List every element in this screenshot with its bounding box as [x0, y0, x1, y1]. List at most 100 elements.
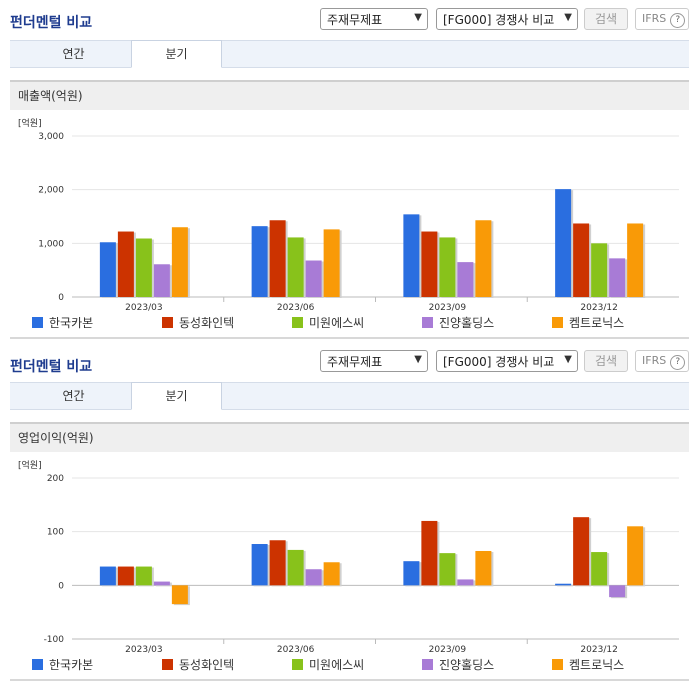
legend-swatch [162, 317, 173, 328]
x-tick-label: 2023/09 [429, 303, 467, 313]
bar[interactable] [305, 260, 322, 297]
bar[interactable] [99, 566, 116, 586]
legend-swatch [552, 659, 563, 670]
metric-header: 매출액(억원) [10, 80, 689, 110]
panel-title: 펀더멘털 비교 [10, 15, 93, 31]
x-tick-label: 2023/06 [277, 303, 315, 313]
bar[interactable] [135, 238, 152, 297]
bar[interactable] [457, 579, 474, 586]
bar[interactable] [117, 566, 134, 586]
bar[interactable] [135, 566, 152, 586]
tab-quarterly[interactable]: 분기 [131, 40, 222, 68]
bar[interactable] [421, 231, 438, 297]
bar[interactable] [609, 258, 626, 297]
bar[interactable] [153, 264, 170, 297]
legend-swatch [292, 317, 303, 328]
x-tick-label: 2023/03 [125, 303, 162, 313]
legend-label[interactable]: 동성화인텍 [179, 658, 234, 672]
legend-swatch [292, 659, 303, 670]
search-button[interactable]: 검색 [584, 8, 628, 30]
legend-label[interactable]: 켐트로닉스 [569, 316, 624, 330]
legend-label[interactable]: 동성화인텍 [179, 316, 234, 330]
peer-select-value: [FG000] 경쟁사 비교 [443, 13, 555, 27]
tab-annual[interactable]: 연간 [62, 47, 85, 61]
chevron-down-icon: ▼ [564, 354, 572, 365]
legend-label[interactable]: 켐트로닉스 [569, 658, 624, 672]
y-tick-label: 0 [58, 581, 64, 591]
bar[interactable] [171, 227, 188, 297]
bar[interactable] [591, 243, 608, 297]
bar[interactable] [117, 231, 134, 297]
period-tabs: 연간 분기 [10, 382, 689, 410]
y-tick-label: 200 [47, 474, 64, 484]
bar[interactable] [627, 526, 644, 586]
bar[interactable] [421, 520, 438, 586]
legend-label[interactable]: 한국카본 [49, 316, 93, 330]
bar[interactable] [153, 581, 170, 586]
bar[interactable] [251, 544, 268, 586]
statement-select[interactable]: 주재무제표 ▼ [320, 350, 428, 372]
legend-label[interactable]: 미원에스씨 [309, 316, 364, 330]
tab-annual[interactable]: 연간 [62, 389, 85, 403]
bar[interactable] [287, 237, 304, 297]
peer-select[interactable]: [FG000] 경쟁사 비교 ▼ [436, 8, 578, 30]
x-tick-label: 2023/06 [277, 645, 315, 655]
divider [10, 679, 689, 681]
y-tick-label: 2,000 [38, 186, 64, 196]
bar[interactable] [171, 585, 188, 605]
ifrs-help-button[interactable]: IFRS? [635, 8, 689, 30]
y-tick-label: 0 [58, 293, 64, 303]
bar[interactable] [439, 553, 456, 586]
bar[interactable] [475, 550, 492, 586]
x-tick-label: 2023/12 [580, 303, 617, 313]
search-button[interactable]: 검색 [584, 350, 628, 372]
panel-title: 펀더멘털 비교 [10, 359, 93, 375]
legend-label[interactable]: 진양홀딩스 [439, 316, 494, 330]
bar[interactable] [269, 540, 286, 586]
chevron-down-icon: ▼ [414, 354, 422, 365]
bar[interactable] [591, 552, 608, 586]
help-icon: ? [670, 355, 686, 370]
bar[interactable] [555, 189, 572, 297]
y-unit-label: [억원] [18, 117, 42, 129]
ifrs-help-button[interactable]: IFRS? [635, 350, 689, 372]
bar[interactable] [269, 220, 286, 297]
bar[interactable] [403, 214, 420, 297]
divider [10, 337, 689, 339]
bar[interactable] [475, 220, 492, 297]
bar[interactable] [457, 262, 474, 297]
period-tabs: 연간 분기 [10, 40, 689, 68]
bar[interactable] [439, 237, 456, 297]
bar[interactable] [323, 229, 340, 297]
statement-select-value: 주재무제표 [327, 355, 383, 369]
legend-swatch [552, 317, 563, 328]
statement-select[interactable]: 주재무제표 ▼ [320, 8, 428, 30]
bar[interactable] [573, 223, 590, 297]
bar[interactable] [99, 242, 116, 297]
legend-label[interactable]: 미원에스씨 [309, 658, 364, 672]
bar[interactable] [305, 569, 322, 586]
ifrs-label: IFRS [642, 354, 667, 367]
chevron-down-icon: ▼ [564, 12, 572, 23]
statement-select-value: 주재무제표 [327, 13, 383, 27]
help-icon: ? [670, 13, 686, 28]
legend-label[interactable]: 진양홀딩스 [439, 658, 494, 672]
y-unit-label: [억원] [18, 459, 42, 471]
panel-2: 펀더멘털 비교 주재무제표 ▼ [FG000] 경쟁사 비교 ▼ 검색 IFRS… [0, 342, 696, 684]
bar[interactable] [627, 223, 644, 297]
bar[interactable] [323, 562, 340, 586]
tab-quarterly[interactable]: 분기 [131, 382, 222, 410]
bar[interactable] [555, 583, 572, 586]
y-tick-label: 100 [47, 528, 64, 538]
y-tick-label: 3,000 [38, 132, 64, 142]
bar[interactable] [403, 561, 420, 586]
peer-select[interactable]: [FG000] 경쟁사 비교 ▼ [436, 350, 578, 372]
y-tick-label: 1,000 [38, 239, 64, 249]
bar[interactable] [251, 226, 268, 297]
metric-header: 영업이익(억원) [10, 422, 689, 452]
peer-select-value: [FG000] 경쟁사 비교 [443, 355, 555, 369]
bar[interactable] [573, 517, 590, 586]
legend-label[interactable]: 한국카본 [49, 658, 93, 672]
bar[interactable] [287, 549, 304, 586]
bar[interactable] [609, 585, 626, 598]
